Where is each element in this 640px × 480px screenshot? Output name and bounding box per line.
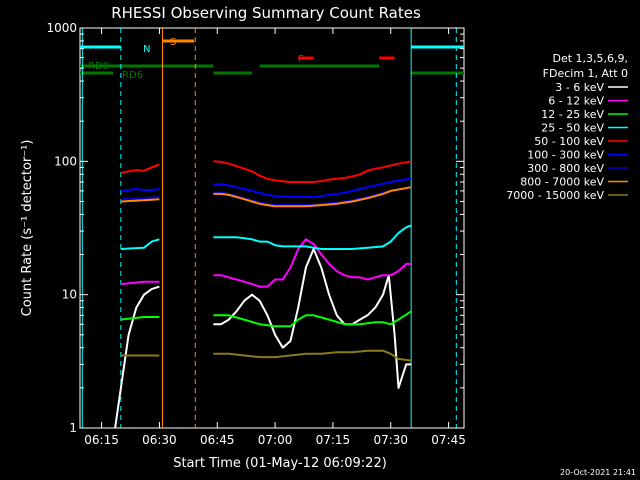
y-tick-label: 100 (54, 154, 77, 168)
plot-frame (79, 27, 465, 429)
legend-header-line-1: Det 1,3,5,6,9, (552, 52, 628, 65)
x-tick-label: 06:30 (142, 433, 177, 447)
legend-label-100-300-kev: 100 - 300 keV (527, 149, 604, 162)
legend-label-6-12-kev: 6 - 12 keV (548, 95, 604, 108)
series-line-12-25-kev (120, 310, 412, 328)
series-line-100-300-kev (120, 177, 412, 198)
x-axis-label: Start Time (01-May-12 06:09:22) (173, 456, 387, 471)
series-line-800-7000-kev (120, 186, 412, 208)
flag-label-s: S (170, 37, 176, 48)
y-axis: 1 10 100 1000 (46, 21, 464, 435)
series-layer (114, 160, 412, 429)
x-tick-label: 07:15 (316, 433, 351, 447)
plot-area (79, 27, 465, 429)
flag-label-n: N (143, 44, 150, 55)
x-tick-label: 07:45 (431, 433, 466, 447)
legend-label-300-800-kev: 300 - 800 keV (527, 162, 604, 175)
chart-title: RHESSI Observing Summary Count Rates (111, 4, 421, 22)
legend-header-line-2: FDecim 1, Att 0 (543, 67, 628, 80)
flag-label-rd0: RD0 (88, 61, 109, 72)
legend-label-12-25-kev: 12 - 25 keV (541, 108, 604, 121)
flags-layer: N S F RD0 RD6 (80, 37, 464, 81)
legend-label-800-7000-kev: 800 - 7000 keV (520, 176, 604, 189)
legend: Det 1,3,5,6,9, FDecim 1, Att 0 3 - 6 keV… (506, 52, 628, 202)
series-line-6-12-kev (120, 238, 412, 288)
series-line-50-100-kev (120, 160, 412, 183)
y-tick-label: 1000 (46, 21, 77, 35)
vertical-markers (81, 28, 457, 428)
series-line-3-6-kev (114, 248, 412, 429)
flag-label-rd6: RD6 (122, 70, 143, 81)
y-axis-label: Count Rate (s⁻¹ detector⁻¹) (20, 140, 35, 317)
legend-label-3-6-kev: 3 - 6 keV (555, 81, 604, 94)
legend-label-25-50-kev: 25 - 50 keV (541, 122, 604, 135)
x-tick-label: 06:15 (84, 433, 119, 447)
y-tick-label: 1 (69, 421, 77, 435)
x-tick-label: 07:30 (373, 433, 408, 447)
series-line-7000-15000-kev (120, 349, 412, 362)
legend-label-50-100-kev: 50 - 100 keV (534, 135, 604, 148)
x-axis: 06:15 06:30 06:45 07:00 07:15 07:30 07:45 (84, 28, 466, 447)
legend-label-7000-15000-kev: 7000 - 15000 keV (506, 189, 604, 202)
flag-label-f: F (298, 54, 304, 65)
series-line-25-50-kev (120, 224, 412, 250)
footer-timestamp: 20-Oct-2021 21:41 (560, 468, 636, 477)
y-tick-label: 10 (62, 288, 77, 302)
x-tick-label: 07:00 (258, 433, 293, 447)
x-tick-label: 06:45 (200, 433, 235, 447)
